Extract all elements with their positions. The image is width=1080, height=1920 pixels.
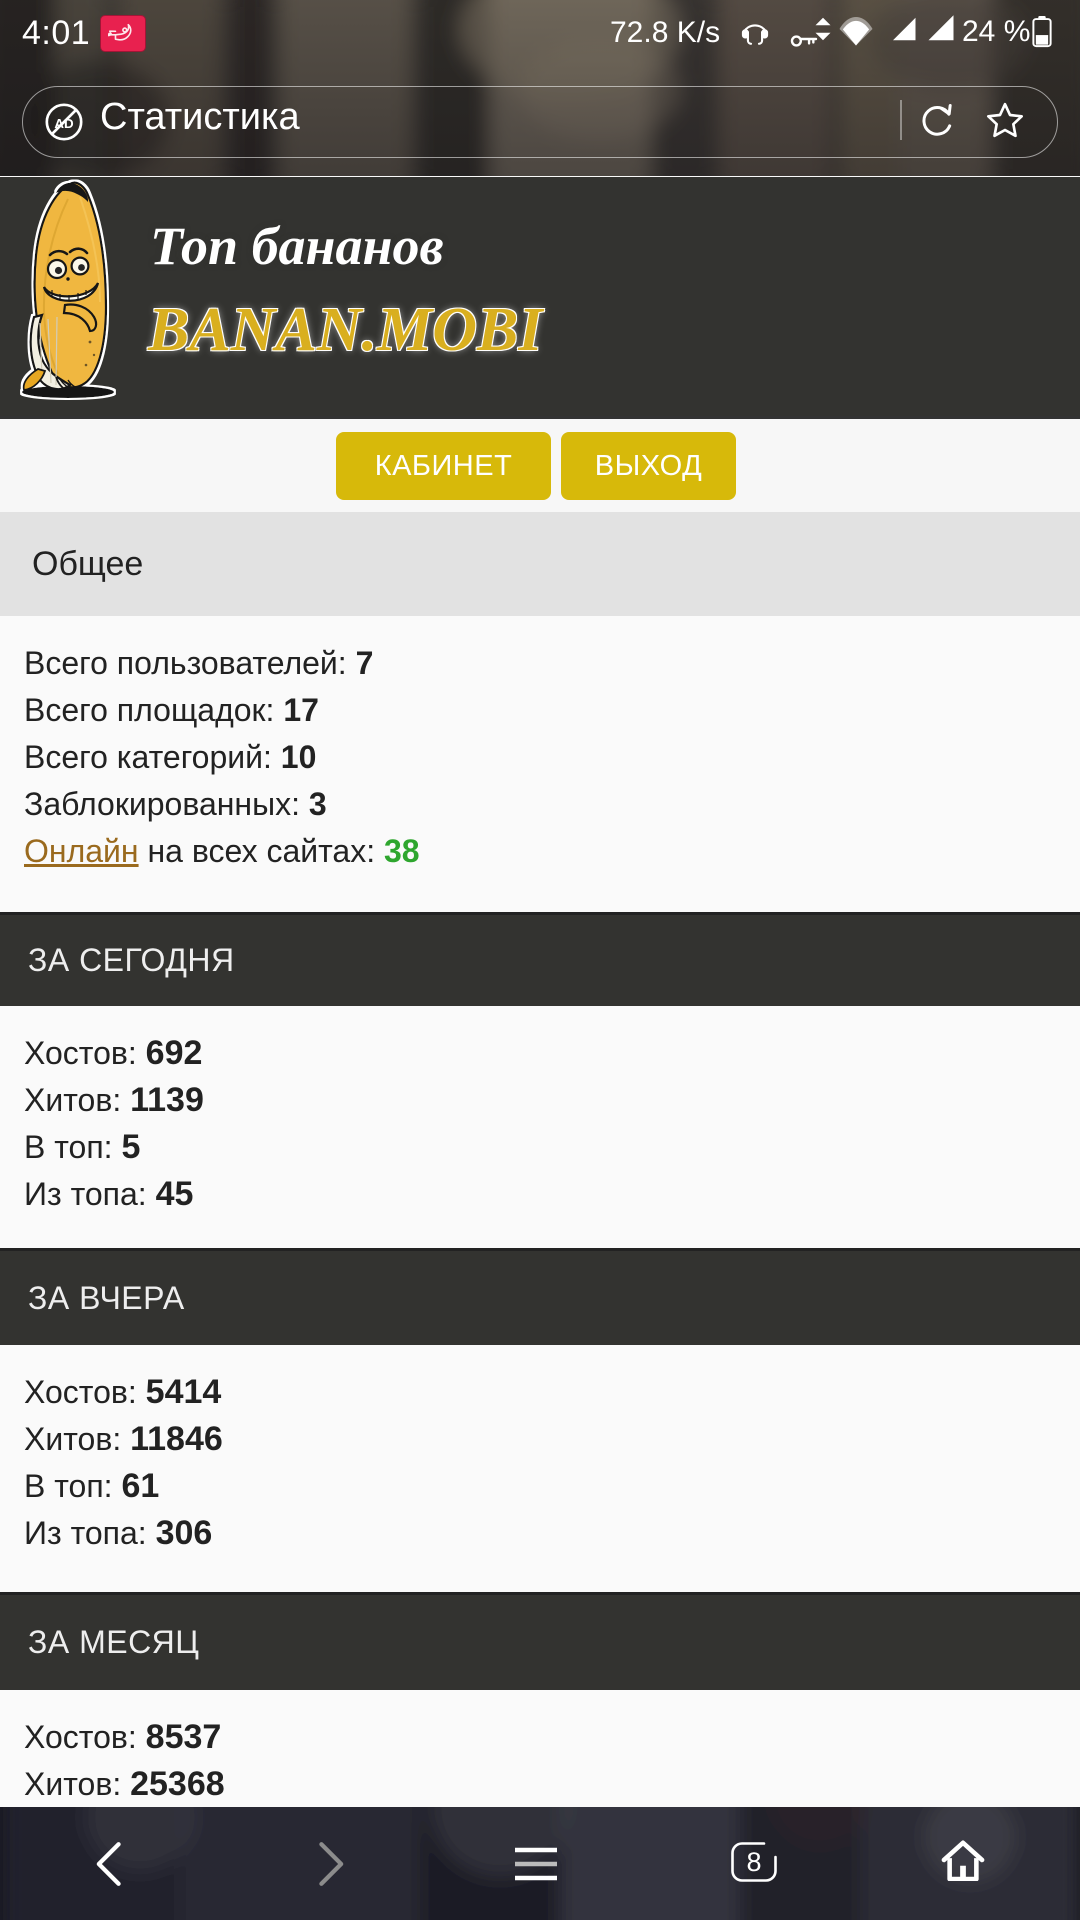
svg-text:AD: AD <box>54 116 74 131</box>
